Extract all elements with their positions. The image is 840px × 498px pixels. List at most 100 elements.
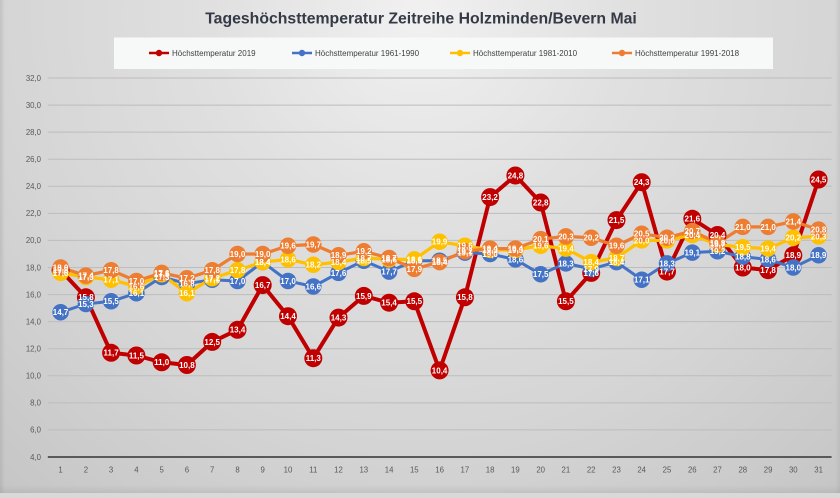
svg-text:21,4: 21,4 — [786, 217, 802, 226]
svg-text:Höchsttemperatur 1981-2010: Höchsttemperatur 1981-2010 — [473, 49, 578, 58]
svg-text:21,0: 21,0 — [735, 223, 751, 232]
svg-text:18,6: 18,6 — [760, 255, 776, 264]
svg-text:5: 5 — [160, 466, 165, 475]
svg-text:18,4: 18,4 — [609, 258, 625, 267]
svg-text:11,7: 11,7 — [104, 349, 120, 358]
svg-text:16,6: 16,6 — [129, 282, 145, 291]
svg-text:20: 20 — [536, 466, 545, 475]
svg-text:8,0: 8,0 — [30, 399, 42, 408]
svg-text:16,7: 16,7 — [255, 281, 271, 290]
svg-text:10,4: 10,4 — [432, 366, 448, 375]
svg-text:18,9: 18,9 — [331, 251, 347, 260]
svg-text:6,0: 6,0 — [30, 426, 42, 435]
svg-text:18,7: 18,7 — [609, 254, 625, 263]
svg-text:13: 13 — [359, 466, 368, 475]
svg-text:18,0: 18,0 — [786, 263, 802, 272]
svg-text:18,4: 18,4 — [255, 258, 271, 267]
svg-text:20,3: 20,3 — [558, 232, 574, 241]
svg-text:18,0: 18,0 — [735, 263, 751, 272]
svg-text:17,9: 17,9 — [407, 265, 423, 274]
svg-text:9: 9 — [261, 466, 265, 475]
svg-text:19,0: 19,0 — [255, 250, 271, 259]
svg-text:22,0: 22,0 — [26, 209, 42, 218]
svg-text:17,2: 17,2 — [179, 274, 195, 283]
svg-text:19,6: 19,6 — [457, 242, 473, 251]
svg-text:18,3: 18,3 — [659, 259, 675, 268]
svg-text:21,6: 21,6 — [685, 215, 701, 224]
svg-text:17,6: 17,6 — [331, 269, 347, 278]
svg-text:19,4: 19,4 — [482, 245, 498, 254]
svg-text:10: 10 — [284, 466, 293, 475]
svg-text:17,6: 17,6 — [53, 269, 69, 278]
svg-text:17,8: 17,8 — [760, 266, 776, 275]
svg-text:17: 17 — [461, 466, 470, 475]
svg-text:16,0: 16,0 — [26, 290, 42, 299]
svg-text:18,8: 18,8 — [735, 253, 751, 262]
svg-text:17,8: 17,8 — [204, 266, 220, 275]
svg-text:28: 28 — [738, 466, 747, 475]
svg-text:16,6: 16,6 — [306, 282, 322, 291]
svg-text:19,1: 19,1 — [685, 249, 701, 258]
svg-text:17,0: 17,0 — [129, 277, 145, 286]
svg-text:17,8: 17,8 — [53, 266, 69, 275]
svg-text:19,2: 19,2 — [356, 247, 372, 256]
svg-text:15,9: 15,9 — [356, 292, 372, 301]
svg-text:31: 31 — [814, 466, 823, 475]
svg-text:17,7: 17,7 — [659, 268, 675, 277]
svg-text:18,0: 18,0 — [26, 263, 42, 272]
svg-text:10,0: 10,0 — [26, 372, 42, 381]
svg-text:25: 25 — [663, 466, 672, 475]
svg-text:3: 3 — [109, 466, 113, 475]
svg-text:20,0: 20,0 — [634, 236, 650, 245]
svg-text:26,0: 26,0 — [26, 155, 42, 164]
svg-text:19,7: 19,7 — [306, 240, 322, 249]
svg-text:19,4: 19,4 — [760, 245, 776, 254]
svg-text:Höchsttemperatur 1991-2018: Höchsttemperatur 1991-2018 — [635, 49, 740, 58]
svg-text:19,2: 19,2 — [457, 247, 473, 256]
svg-text:17,4: 17,4 — [78, 272, 94, 281]
svg-text:18,2: 18,2 — [306, 261, 322, 270]
svg-text:20,4: 20,4 — [685, 231, 701, 240]
svg-text:18,0: 18,0 — [53, 263, 69, 272]
svg-text:28,0: 28,0 — [26, 128, 42, 137]
svg-text:17,5: 17,5 — [533, 270, 549, 279]
svg-text:30: 30 — [789, 466, 798, 475]
svg-text:14,7: 14,7 — [53, 308, 69, 317]
svg-text:19,4: 19,4 — [558, 245, 574, 254]
svg-text:18,5: 18,5 — [407, 257, 423, 266]
svg-text:4,0: 4,0 — [30, 453, 42, 462]
svg-text:15,5: 15,5 — [558, 297, 574, 306]
svg-text:14,0: 14,0 — [26, 317, 42, 326]
svg-text:20,5: 20,5 — [634, 230, 650, 239]
svg-text:24,3: 24,3 — [634, 178, 650, 187]
svg-text:17,8: 17,8 — [230, 266, 246, 275]
svg-text:15,4: 15,4 — [381, 299, 397, 308]
svg-text:17,1: 17,1 — [634, 276, 650, 285]
svg-text:19,0: 19,0 — [482, 250, 498, 259]
svg-text:20,8: 20,8 — [811, 226, 827, 235]
svg-text:24,8: 24,8 — [508, 171, 524, 180]
svg-text:15: 15 — [410, 466, 419, 475]
svg-text:32,0: 32,0 — [26, 74, 42, 83]
svg-text:17,0: 17,0 — [230, 277, 246, 286]
svg-text:17,0: 17,0 — [280, 277, 296, 286]
svg-text:20,0: 20,0 — [26, 236, 42, 245]
svg-text:20,2: 20,2 — [786, 234, 802, 243]
svg-text:18,7: 18,7 — [381, 254, 397, 263]
svg-text:18,6: 18,6 — [381, 255, 397, 264]
svg-text:15,5: 15,5 — [103, 297, 119, 306]
svg-text:17,6: 17,6 — [583, 269, 599, 278]
svg-text:19: 19 — [511, 466, 520, 475]
svg-text:14,3: 14,3 — [331, 314, 347, 323]
svg-text:20,2: 20,2 — [659, 234, 675, 243]
svg-text:4: 4 — [134, 466, 139, 475]
svg-text:24,0: 24,0 — [26, 182, 42, 191]
svg-text:14,4: 14,4 — [280, 312, 296, 321]
svg-text:10,8: 10,8 — [179, 361, 195, 370]
svg-text:11,3: 11,3 — [306, 354, 322, 363]
svg-text:19,1: 19,1 — [457, 249, 473, 258]
svg-text:17,6: 17,6 — [154, 269, 170, 278]
svg-text:Höchsttemperatur 1961-1990: Höchsttemperatur 1961-1990 — [315, 49, 420, 58]
svg-text:6: 6 — [185, 466, 189, 475]
svg-text:19,0: 19,0 — [230, 250, 246, 259]
